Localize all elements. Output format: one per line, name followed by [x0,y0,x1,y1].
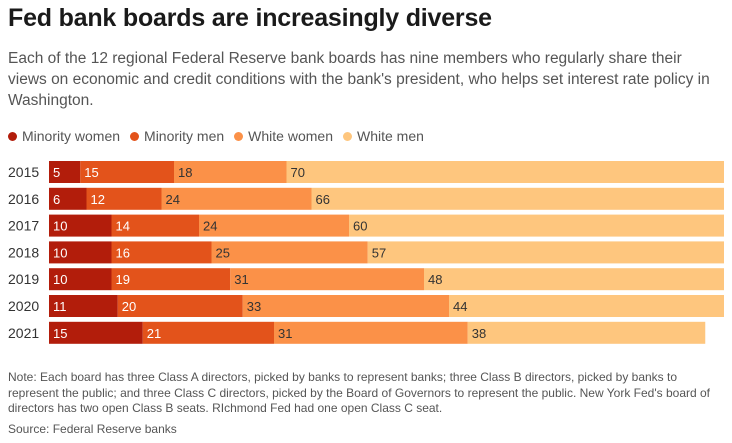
bar-minority-women-2017 [49,214,112,237]
bar-minority-men-2020 [117,295,243,317]
data-label-white-men-2019: 48 [428,272,442,287]
footnote: Note: Each board has three Class A direc… [8,370,710,415]
data-label-minority-women-2016: 6 [53,192,60,207]
data-label-white-men-2018: 57 [372,245,386,260]
data-label-white-women-2018: 25 [216,245,230,260]
chart-title: Fed bank boards are increasingly diverse [8,4,492,32]
year-label-2021: 2021 [8,325,39,341]
data-label-minority-women-2017: 10 [53,219,67,234]
data-label-white-women-2021: 31 [278,326,292,341]
bar-white-women-2016 [161,187,312,210]
bar-white-men-2018 [367,241,724,264]
data-label-minority-men-2015: 15 [84,165,98,180]
data-label-minority-women-2015: 5 [53,165,60,180]
legend-label-white-women: White women [248,128,333,144]
legend-swatch-white-women [234,131,244,141]
data-label-white-men-2015: 70 [291,165,305,180]
bar-white-women-2019 [230,268,424,291]
data-label-white-women-2020: 33 [247,299,261,314]
bar-minority-women-2018 [49,241,112,264]
bar-white-women-2015 [174,161,287,183]
data-label-white-women-2017: 24 [203,219,217,234]
bar-minority-men-2021 [142,321,274,344]
data-label-white-women-2019: 31 [234,272,248,287]
data-label-minority-women-2020: 11 [53,299,67,314]
data-label-minority-men-2021: 21 [147,326,161,341]
legend-label-minority-women: Minority women [22,128,121,144]
bar-white-women-2018 [211,241,368,264]
legend-item-white-women: White women [234,128,333,144]
data-label-white-men-2017: 60 [353,219,367,234]
bar-white-women-2017 [199,214,349,237]
data-label-minority-men-2018: 16 [116,245,130,260]
year-label-2020: 2020 [8,298,39,314]
legend-item-white-men: White men [342,128,424,144]
legend-label-minority-men: Minority men [144,128,225,144]
legend: Minority women Minority men White women … [8,128,434,144]
source-line: Source: Federal Reserve banks [8,422,177,436]
bar-minority-men-2017 [111,214,199,237]
legend-label-white-men: White men [356,128,424,144]
chart-subtitle: Each of the 12 regional Federal Reserve … [8,50,710,109]
bar-minority-women-2021 [49,321,143,344]
bar-white-women-2021 [274,321,468,344]
data-label-white-women-2016: 24 [166,192,180,207]
bar-white-men-2019 [424,268,724,291]
bar-minority-men-2015 [80,161,174,183]
year-label-2015: 2015 [8,164,39,180]
bar-white-men-2015 [286,161,724,183]
bar-minority-women-2019 [49,268,112,291]
data-label-white-men-2021: 38 [472,326,486,341]
year-label-2016: 2016 [8,191,39,207]
year-label-2018: 2018 [8,244,39,260]
bar-minority-men-2019 [111,268,231,291]
year-label-2019: 2019 [8,271,39,287]
data-label-white-men-2020: 44 [453,299,467,314]
bar-white-men-2017 [349,214,724,237]
data-label-minority-women-2019: 10 [53,272,67,287]
bar-minority-men-2016 [86,187,162,210]
bar-minority-women-2015 [49,161,81,183]
data-label-minority-men-2016: 12 [91,192,105,207]
data-label-minority-women-2018: 10 [53,245,67,260]
legend-swatch-minority-women [8,131,17,141]
legend-item-minority-men: Minority men [130,128,224,144]
data-label-minority-women-2021: 15 [53,326,67,341]
legend-swatch-white-men [342,131,352,141]
bar-white-men-2016 [311,187,724,210]
bar-white-women-2020 [242,295,449,317]
legend-item-minority-women: Minority women [8,128,120,144]
data-label-minority-men-2019: 19 [116,272,130,287]
bar-minority-men-2018 [111,241,212,264]
data-label-minority-men-2017: 14 [116,219,130,234]
data-label-white-men-2016: 66 [316,192,330,207]
legend-swatch-minority-men [130,131,140,141]
bar-minority-women-2016 [49,187,87,210]
bar-white-men-2021 [467,321,706,344]
bar-white-men-2020 [449,295,724,317]
bar-minority-women-2020 [49,295,118,317]
data-label-white-women-2015: 18 [178,165,192,180]
year-label-2017: 2017 [8,218,39,234]
data-label-minority-men-2020: 20 [122,299,136,314]
